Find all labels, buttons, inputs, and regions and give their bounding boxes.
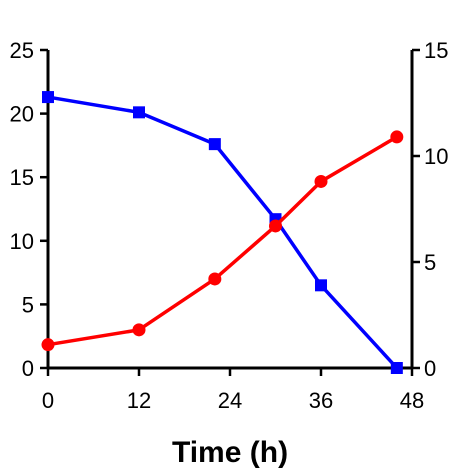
left-y-tick-label: 20 (10, 102, 34, 127)
x-tick-label: 12 (127, 388, 151, 413)
data-point-square (315, 279, 327, 292)
x-tick-label: 36 (309, 388, 333, 413)
series-layer (41, 91, 404, 374)
left-y-tick-label: 25 (10, 38, 34, 63)
data-point-circle (41, 338, 55, 352)
x-tick-label: 24 (218, 388, 242, 413)
right-y-tick-label: 0 (424, 356, 436, 381)
series-line (47, 95, 399, 370)
x-tick-label: 0 (42, 388, 54, 413)
data-point-square (390, 362, 403, 374)
series-line (47, 135, 398, 347)
data-point-square (42, 91, 54, 104)
right-y-tick-label: 15 (424, 38, 448, 63)
data-point-square (208, 138, 221, 151)
data-point-square (133, 106, 145, 119)
data-point-circle (269, 219, 282, 233)
series-1 (42, 91, 403, 374)
left-y-tick-label: 5 (22, 292, 34, 317)
x-tick-label: 48 (400, 388, 424, 413)
right-y-tick-label: 10 (424, 144, 448, 169)
data-point-circle (314, 174, 328, 188)
left-y-tick-label: 10 (10, 229, 34, 254)
data-point-circle (390, 130, 404, 144)
axes (46, 50, 414, 370)
left-y-tick-label: 15 (10, 165, 34, 190)
series-2 (41, 130, 404, 352)
left-y-tick-label: 0 (22, 356, 34, 381)
x-axis-title: Time (h) (172, 436, 288, 469)
tick-layer: 0 5 10 15 20 25 0 5 10 15 0 12 24 36 48 (10, 38, 449, 413)
data-point-circle (208, 272, 222, 286)
right-y-tick-label: 5 (424, 250, 436, 275)
data-point-circle (132, 323, 146, 337)
